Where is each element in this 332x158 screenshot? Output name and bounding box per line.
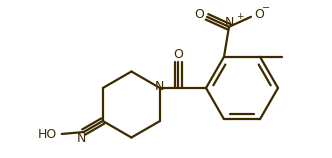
Text: −: − [262, 3, 270, 13]
Text: O: O [194, 8, 204, 21]
Text: HO: HO [38, 128, 57, 140]
Text: N: N [154, 80, 164, 94]
Text: O: O [173, 48, 183, 61]
Text: +: + [236, 12, 243, 21]
Text: N: N [224, 16, 234, 29]
Text: O: O [254, 8, 264, 21]
Text: N: N [77, 133, 86, 146]
